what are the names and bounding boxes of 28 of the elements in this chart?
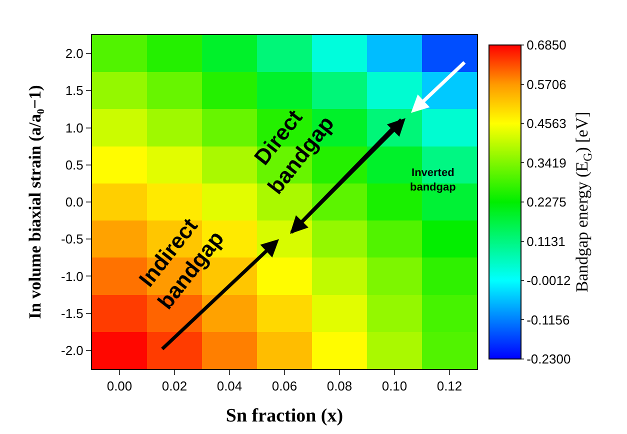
annotation: Inverted bandgap (410, 167, 456, 194)
color-bar-label: -0.0012 (526, 273, 571, 288)
y-tick-label: 1.5 (65, 83, 84, 98)
color-bar-label: 0.6850 (526, 38, 566, 53)
x-tick-label: 0.08 (326, 378, 352, 394)
x-tick-label: 0.00 (106, 378, 132, 394)
x-tick-label: 0.04 (216, 378, 242, 394)
y-tick-label: -2.0 (60, 342, 84, 358)
y-tick-label: 0.5 (65, 157, 84, 172)
color-bar-label: -0.1156 (526, 312, 570, 328)
x-tick-label: 0.12 (436, 378, 462, 394)
y-tick-label: -1.0 (60, 268, 84, 284)
color-bar-label: 0.5706 (526, 76, 566, 92)
color-bar-label: 0.2275 (526, 194, 566, 210)
color-bar-label: 0.3419 (526, 155, 566, 170)
y-tick-label: 1.0 (65, 120, 84, 136)
y-axis-title: In volume biaxial strain (a/a₀−1) (26, 85, 45, 319)
y-tick-label: -1.5 (60, 306, 84, 321)
x-tick-label: 0.06 (272, 378, 298, 394)
x-axis-title: Sn fraction (x) (226, 405, 344, 426)
color-bar-label: -0.2300 (526, 352, 571, 367)
y-tick-label: 0.0 (65, 194, 84, 210)
y-tick-label: 2.0 (65, 46, 84, 62)
y-tick-label: -0.5 (60, 232, 84, 247)
color-bar-label: 0.1131 (526, 234, 566, 249)
x-tick-label: 0.02 (162, 378, 188, 394)
color-bar-label: 0.4563 (526, 116, 566, 132)
x-tick-label: 0.10 (382, 378, 408, 394)
